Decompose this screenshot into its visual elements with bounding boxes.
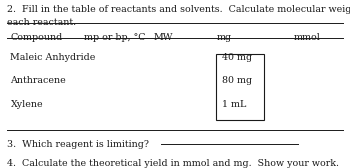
Text: mp or bp, °C: mp or bp, °C bbox=[84, 33, 146, 42]
Text: 80 mg: 80 mg bbox=[222, 76, 252, 86]
Text: Xylene: Xylene bbox=[10, 100, 43, 109]
Bar bbox=[216, 54, 264, 120]
Text: mmol: mmol bbox=[294, 33, 321, 42]
Text: each reactant.: each reactant. bbox=[7, 18, 76, 27]
Text: Compound: Compound bbox=[10, 33, 63, 42]
Text: MW: MW bbox=[154, 33, 174, 42]
Text: 3.  Which reagent is limiting?: 3. Which reagent is limiting? bbox=[7, 140, 149, 149]
Text: Anthracene: Anthracene bbox=[10, 76, 66, 86]
Text: 1 mL: 1 mL bbox=[222, 100, 247, 109]
Text: mg: mg bbox=[217, 33, 232, 42]
Text: Maleic Anhydride: Maleic Anhydride bbox=[10, 53, 96, 62]
Text: 4.  Calculate the theoretical yield in mmol and mg.  Show your work.: 4. Calculate the theoretical yield in mm… bbox=[7, 159, 339, 168]
Text: 2.  Fill in the table of reactants and solvents.  Calculate molecular weights an: 2. Fill in the table of reactants and so… bbox=[7, 5, 350, 14]
Text: 40 mg: 40 mg bbox=[222, 53, 252, 62]
